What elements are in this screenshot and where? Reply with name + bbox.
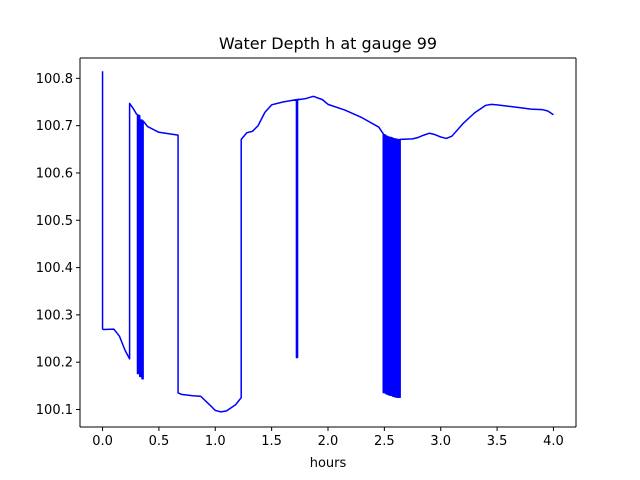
y-tick-label: 100.1 xyxy=(36,403,73,418)
y-tick-label: 100.2 xyxy=(36,356,73,371)
x-tick-label: 0.5 xyxy=(149,434,170,449)
x-axis-label: hours xyxy=(310,456,347,471)
plot-background xyxy=(80,58,576,427)
x-axis-ticks: 0.0 0.5 1.0 1.5 2.0 2.5 3.0 3.5 4.0 xyxy=(92,427,564,449)
y-tick-label: 100.5 xyxy=(36,214,73,229)
plot-area xyxy=(80,58,576,427)
x-tick-label: 0.0 xyxy=(92,434,113,449)
x-tick-label: 1.0 xyxy=(205,434,226,449)
x-tick-label: 3.0 xyxy=(430,434,451,449)
y-tick-label: 100.3 xyxy=(36,308,73,323)
x-tick-label: 3.5 xyxy=(487,434,508,449)
x-tick-label: 1.5 xyxy=(261,434,282,449)
y-tick-label: 100.7 xyxy=(36,119,73,134)
y-tick-label: 100.4 xyxy=(36,261,73,276)
chart-title: Water Depth h at gauge 99 xyxy=(219,34,437,53)
x-tick-label: 2.5 xyxy=(374,434,395,449)
series-line-0 xyxy=(101,71,554,413)
x-tick-label: 4.0 xyxy=(543,434,564,449)
x-tick-label: 2.0 xyxy=(318,434,339,449)
y-tick-label: 100.6 xyxy=(36,166,73,181)
series-layer xyxy=(101,71,554,413)
y-tick-label: 100.8 xyxy=(36,72,73,87)
y-axis-ticks: 100.1 100.2 100.3 100.4 100.5 100.6 100.7 100.8 xyxy=(36,72,80,418)
